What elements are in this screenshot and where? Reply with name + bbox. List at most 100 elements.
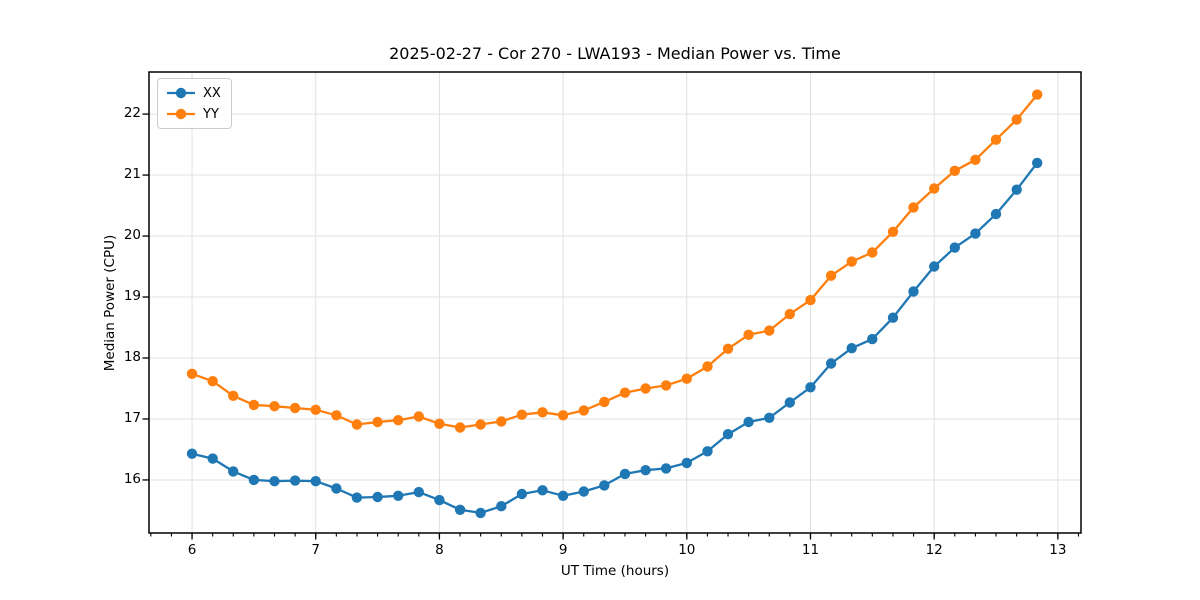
series-yy-marker [537, 407, 548, 418]
legend-label: YY [203, 106, 219, 122]
series-yy-marker [496, 416, 507, 427]
series-xx-marker [413, 486, 424, 498]
x-tick-label: 8 [435, 542, 444, 558]
x-tick-label: 9 [558, 542, 568, 558]
x-tick-label: 12 [925, 542, 943, 558]
series-yy-marker [619, 387, 631, 398]
series-yy-marker [557, 410, 569, 421]
x-tick-label: 6 [187, 542, 197, 558]
series-yy-marker [970, 154, 981, 165]
series-yy-marker [516, 409, 528, 420]
series-xx-marker [949, 242, 960, 253]
series-xx-marker [908, 286, 919, 297]
legend-item-xx: XX [166, 84, 221, 102]
series-xx-marker [929, 261, 940, 272]
series-xx-marker [681, 457, 692, 469]
series-xx-marker [393, 490, 404, 501]
series-xx-marker [372, 491, 383, 503]
series-yy-marker [372, 416, 383, 428]
legend-marker-xx [167, 87, 195, 99]
series-xx-marker [990, 208, 1002, 220]
y-tick-label: 21 [123, 166, 141, 183]
series-xx-marker [454, 504, 466, 515]
series-yy-marker [702, 361, 713, 372]
legend-marker-yy [167, 108, 195, 120]
series-yy-marker [867, 247, 878, 258]
series-xx-marker [846, 343, 857, 354]
series-yy-marker [825, 270, 837, 281]
series-yy-marker [908, 202, 919, 213]
series-xx-marker [331, 483, 342, 494]
series-yy-marker [186, 368, 198, 379]
y-tick-label: 22 [123, 105, 141, 122]
series-yy-marker [660, 380, 672, 391]
series-xx-marker [310, 476, 321, 487]
series-xx-marker [537, 485, 548, 496]
series-yy-marker [784, 308, 795, 320]
series-yy-marker [681, 373, 692, 384]
series-xx-marker [805, 382, 816, 393]
series-xx-marker [599, 480, 610, 491]
series-yy-marker [331, 410, 342, 421]
series-yy-marker [413, 411, 424, 422]
series-yy-marker [248, 399, 260, 411]
series-xx-marker [640, 465, 651, 476]
series-xx-marker [269, 476, 280, 487]
plot-border [148, 71, 1082, 534]
series-xx-marker [784, 397, 795, 408]
series-xx-marker [186, 448, 198, 459]
series-xx-marker [228, 466, 239, 477]
series-xx-marker [207, 453, 218, 464]
series-yy-marker [929, 183, 940, 194]
series-xx-marker [722, 429, 734, 440]
series-yy-marker [351, 419, 363, 430]
series-yy-marker [228, 390, 239, 401]
series-xx-marker [867, 333, 878, 345]
series-yy-marker [454, 422, 466, 433]
series-xx-marker [289, 475, 301, 486]
series-yy-marker [207, 376, 218, 387]
series-xx-marker [475, 507, 486, 519]
series-xx-marker [825, 358, 837, 369]
series-xx-marker [619, 468, 631, 480]
series-xx-marker [557, 490, 569, 501]
series-yy-marker [393, 415, 404, 426]
y-tick-label: 20 [123, 227, 141, 244]
series-xx-marker [496, 501, 507, 512]
y-tick-label: 16 [123, 470, 141, 487]
series-yy-marker [434, 418, 445, 429]
x-tick-label: 11 [801, 542, 820, 558]
series-yy-marker [310, 404, 321, 415]
series-xx-line [191, 162, 1039, 515]
series-xx-marker [1032, 157, 1043, 169]
legend: XX YY [157, 78, 232, 129]
series-yy-marker [990, 134, 1002, 145]
series-xx-marker [660, 463, 672, 474]
x-axis-label: UT Time (hours) [560, 563, 670, 579]
y-tick-label: 19 [123, 288, 141, 304]
series-yy-marker [1011, 114, 1022, 125]
series-yy-line [191, 93, 1039, 429]
series-yy-marker [599, 396, 610, 408]
series-yy-marker [764, 325, 775, 336]
legend-item-yy: YY [166, 105, 221, 123]
series-xx-marker [887, 312, 899, 323]
series-yy-marker [269, 401, 280, 412]
series-xx-marker [1011, 184, 1022, 195]
x-tick-label: 10 [678, 542, 696, 558]
series-yy-marker [1032, 89, 1043, 100]
series-yy-marker [743, 329, 754, 340]
series-yy-marker [578, 405, 589, 416]
legend-label: XX [203, 85, 221, 101]
series-yy-marker [805, 294, 816, 306]
y-tick-label: 17 [123, 409, 141, 426]
series-xx-marker [351, 492, 363, 503]
series-yy-marker [640, 383, 651, 394]
series-yy-marker [289, 402, 301, 414]
series-xx-marker [434, 494, 445, 506]
series-xx-marker [743, 416, 754, 428]
series-yy-marker [949, 165, 960, 176]
y-tick-label: 18 [123, 348, 141, 365]
